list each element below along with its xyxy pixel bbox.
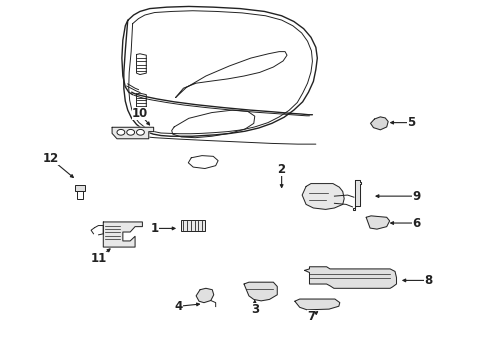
Text: 4: 4	[175, 300, 183, 313]
Text: 3: 3	[251, 303, 259, 316]
Text: 6: 6	[412, 216, 420, 230]
Text: 12: 12	[43, 152, 59, 165]
Polygon shape	[196, 288, 214, 303]
Text: 10: 10	[132, 107, 148, 120]
Text: 8: 8	[424, 274, 432, 287]
Text: 2: 2	[277, 163, 286, 176]
Circle shape	[117, 130, 125, 135]
Bar	[180, 220, 205, 231]
Text: 9: 9	[412, 190, 420, 203]
Bar	[77, 191, 83, 199]
Circle shape	[127, 130, 135, 135]
Polygon shape	[112, 127, 154, 139]
Polygon shape	[103, 222, 143, 247]
Polygon shape	[353, 180, 361, 210]
Text: 11: 11	[90, 252, 106, 265]
Text: 5: 5	[407, 116, 415, 129]
Polygon shape	[295, 299, 340, 310]
Polygon shape	[305, 267, 396, 288]
Polygon shape	[244, 282, 277, 301]
Polygon shape	[370, 117, 388, 130]
Polygon shape	[366, 216, 390, 229]
Text: 1: 1	[150, 222, 159, 235]
Circle shape	[137, 130, 145, 135]
Bar	[75, 185, 85, 192]
Text: 7: 7	[307, 310, 315, 324]
Polygon shape	[302, 184, 344, 210]
